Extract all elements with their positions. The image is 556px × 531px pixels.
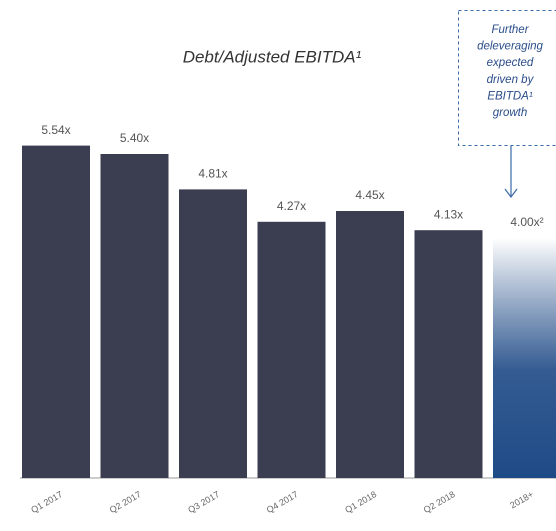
annotation-text: growth bbox=[493, 107, 528, 119]
value-label: 4.81x bbox=[198, 167, 227, 181]
x-tick-label: Q4 2017 bbox=[265, 489, 300, 515]
annotation-text: EBITDA¹ bbox=[487, 90, 533, 102]
x-tick-label: Q1 2017 bbox=[29, 489, 64, 515]
value-label: 5.40x bbox=[120, 131, 149, 145]
annotation-arrowhead bbox=[504, 188, 518, 198]
x-tick-label: Q2 2018 bbox=[422, 489, 457, 515]
annotation-text: deleveraging bbox=[477, 41, 543, 53]
value-label: 4.27x bbox=[277, 199, 306, 213]
bar bbox=[336, 211, 404, 478]
annotation-text: expected bbox=[487, 57, 534, 69]
bar bbox=[179, 189, 247, 478]
value-label: 4.45x bbox=[355, 188, 384, 202]
x-tick-label: Q3 2017 bbox=[186, 489, 221, 515]
bar bbox=[100, 154, 169, 478]
bar bbox=[22, 145, 90, 478]
bar bbox=[257, 221, 326, 479]
x-tick-label: 2018+ bbox=[508, 489, 535, 510]
value-label: 4.00x² bbox=[510, 215, 543, 229]
x-tick-label: Q1 2018 bbox=[343, 489, 378, 515]
annotation-text: Further bbox=[491, 24, 529, 36]
bar bbox=[493, 238, 556, 478]
value-label: 4.13x bbox=[434, 207, 463, 221]
annotation-text: driven by bbox=[487, 74, 535, 86]
annotation-box bbox=[458, 10, 556, 146]
bar bbox=[414, 230, 483, 478]
value-label: 5.54x bbox=[41, 123, 70, 137]
chart-title: Debt/Adjusted EBITDA¹ bbox=[183, 47, 362, 66]
x-tick-label: Q2 2017 bbox=[108, 489, 143, 515]
